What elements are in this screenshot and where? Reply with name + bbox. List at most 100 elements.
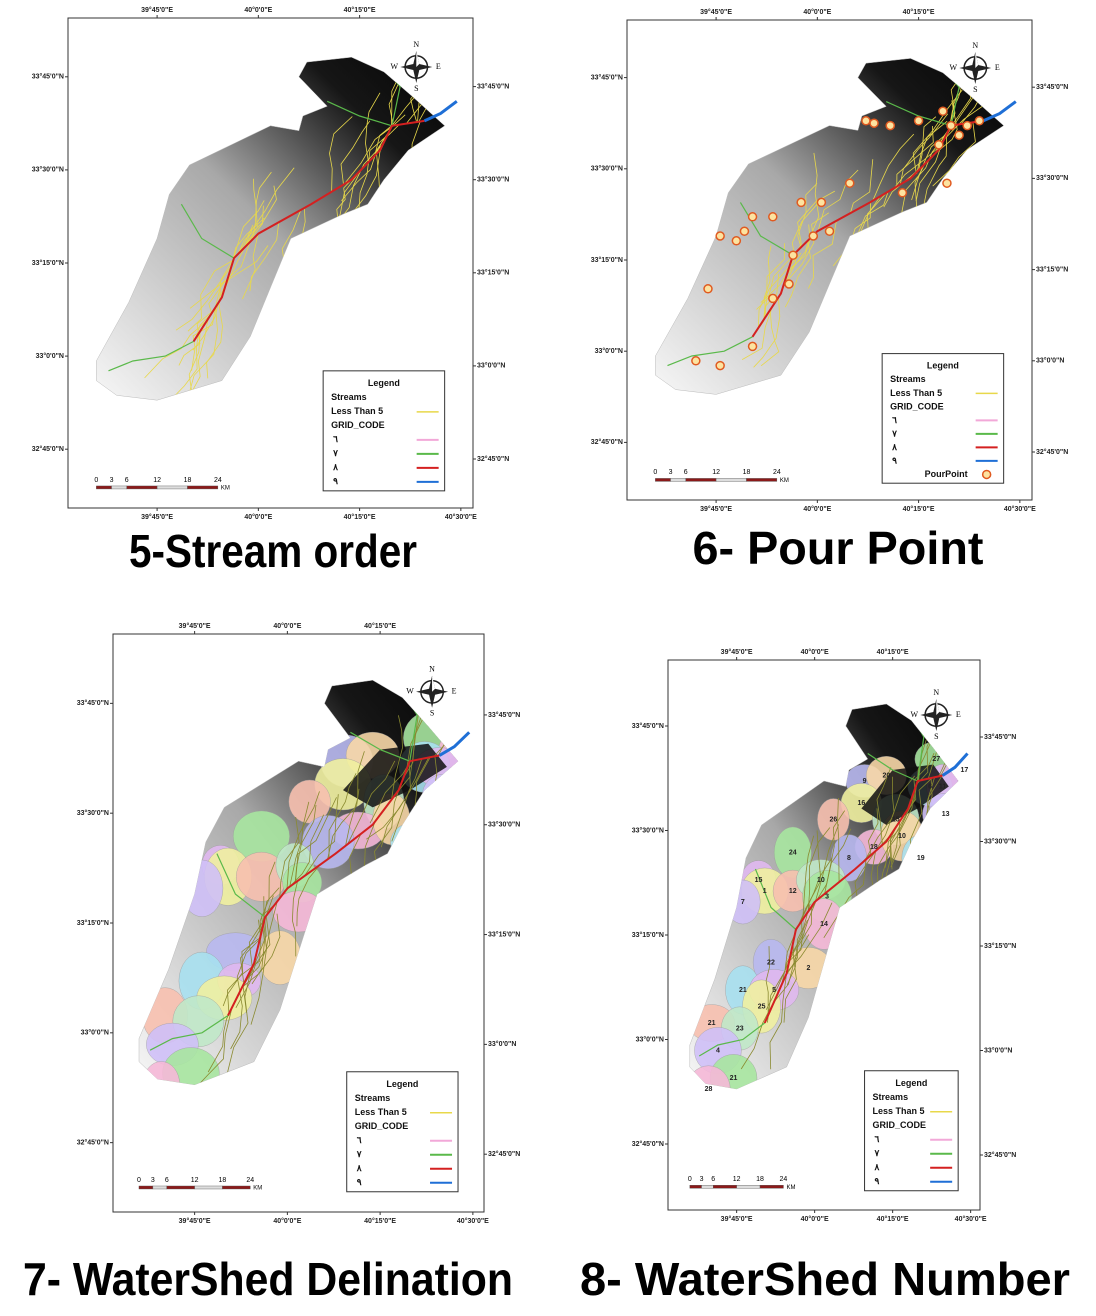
tributary [784, 240, 811, 308]
pour-point [796, 197, 806, 208]
coord-label: 33°30'0"N [77, 809, 109, 817]
legend-heading: Streams [331, 392, 367, 402]
pour-point [768, 293, 778, 304]
coord-label: 33°30'0"N [591, 165, 623, 173]
watershed-number: 12 [789, 888, 797, 895]
main-river [763, 774, 943, 1024]
compass-letter: W [406, 687, 414, 696]
compass-star-inner [432, 675, 436, 692]
tributary [807, 827, 831, 912]
scale-segment [685, 478, 717, 482]
legend-heading: Streams [873, 1092, 909, 1102]
watershed-number: 23 [736, 1025, 744, 1032]
stream-order-7 [326, 100, 393, 127]
coord-label: 32°45'0"N [1036, 448, 1068, 456]
pour-point [788, 250, 798, 260]
scale-label: 0 [653, 469, 657, 476]
pour-point [913, 116, 924, 126]
legend-box [881, 353, 1005, 484]
scale-segment [194, 1185, 223, 1190]
scale-label: 18 [743, 469, 751, 476]
tributary [239, 896, 265, 984]
coord-label: 40°15'0"E [364, 622, 396, 630]
scale-label: 0 [688, 1176, 692, 1183]
tributary [229, 200, 265, 271]
pour-point [885, 120, 895, 131]
tributary [336, 172, 359, 229]
main-river [751, 119, 984, 338]
scale-label: 18 [756, 1176, 764, 1183]
tributary [763, 245, 772, 317]
outlet [423, 100, 458, 123]
coord-label: 33°30'0"N [632, 826, 664, 834]
pour-point [731, 236, 742, 246]
tributary [769, 973, 787, 1070]
watershed-number: 8 [847, 855, 851, 862]
stream-order-7 [350, 731, 411, 762]
scale-segment [670, 478, 686, 482]
coord-label: 33°30'0"N [477, 176, 509, 184]
tributary [194, 1007, 233, 1085]
tributary [250, 922, 267, 1025]
pour-point [938, 106, 948, 116]
legend-label: ٦ [875, 1134, 880, 1144]
watershed-number: 15 [892, 816, 900, 823]
coord-label: 39°45'0"E [179, 622, 211, 630]
scale-unit: KM [786, 1185, 795, 1191]
stream-order-7 [867, 752, 918, 782]
coord-label: 40°30'0"E [955, 1215, 987, 1223]
scale-label: 24 [246, 1177, 254, 1184]
tributary [189, 242, 251, 309]
watershed-number: 21 [739, 987, 747, 994]
tributary [289, 801, 310, 887]
pour-point [816, 197, 827, 208]
coord-label: 33°30'0"N [488, 821, 520, 829]
coord-label: 33°30'0"N [1036, 174, 1068, 182]
tributary [808, 220, 837, 289]
tributary [187, 318, 209, 399]
coord-label: 39°45'0"E [141, 513, 173, 521]
watershed-number: 21 [730, 1075, 738, 1082]
coord-label: 32°45'0"N [632, 1140, 664, 1148]
legend-heading: Streams [890, 374, 926, 384]
scale-segment [126, 485, 158, 490]
coord-label: 32°45'0"N [984, 1151, 1016, 1159]
tributary [391, 715, 403, 800]
coord-label: 40°0'0"E [801, 648, 829, 656]
coord-label: 40°0'0"E [273, 1217, 301, 1225]
scale-label: 12 [712, 469, 720, 476]
stream-order-7 [739, 202, 794, 256]
coord-label: 40°15'0"E [877, 1215, 909, 1223]
compass-letter: S [414, 84, 418, 93]
tributary [797, 830, 822, 928]
legend-label: ٦ [357, 1135, 362, 1145]
tributary [328, 773, 357, 859]
tributary [918, 116, 937, 171]
tributary [206, 302, 223, 379]
coord-label: 40°15'0"E [344, 6, 376, 14]
legend-box [864, 1070, 959, 1192]
scale-segment [187, 485, 219, 490]
pour-point [784, 279, 794, 289]
tributary [304, 794, 339, 877]
tributary [783, 942, 797, 1023]
watershed-number: 15 [755, 877, 763, 884]
scale-label: 12 [733, 1176, 741, 1183]
compass-letter: S [934, 732, 938, 741]
legend-title: Legend [386, 1079, 418, 1089]
coord-label: 33°0'0"N [1036, 357, 1064, 365]
pour-point [845, 178, 855, 188]
scale-label: 12 [191, 1177, 199, 1184]
tributary [890, 782, 918, 870]
compass-letter: E [995, 63, 1000, 72]
legend-label: GRID_CODE [331, 420, 385, 430]
tributary [226, 936, 261, 1015]
coord-label: 33°30'0"N [32, 166, 64, 174]
scale-label: 6 [684, 469, 688, 476]
watershed-number: 27 [932, 756, 940, 763]
legend-label: ٩ [875, 1176, 880, 1186]
sub-basin [817, 798, 850, 841]
coord-label: 40°30'0"E [445, 513, 477, 521]
tributary [369, 760, 411, 824]
legend-title: Legend [368, 378, 400, 388]
